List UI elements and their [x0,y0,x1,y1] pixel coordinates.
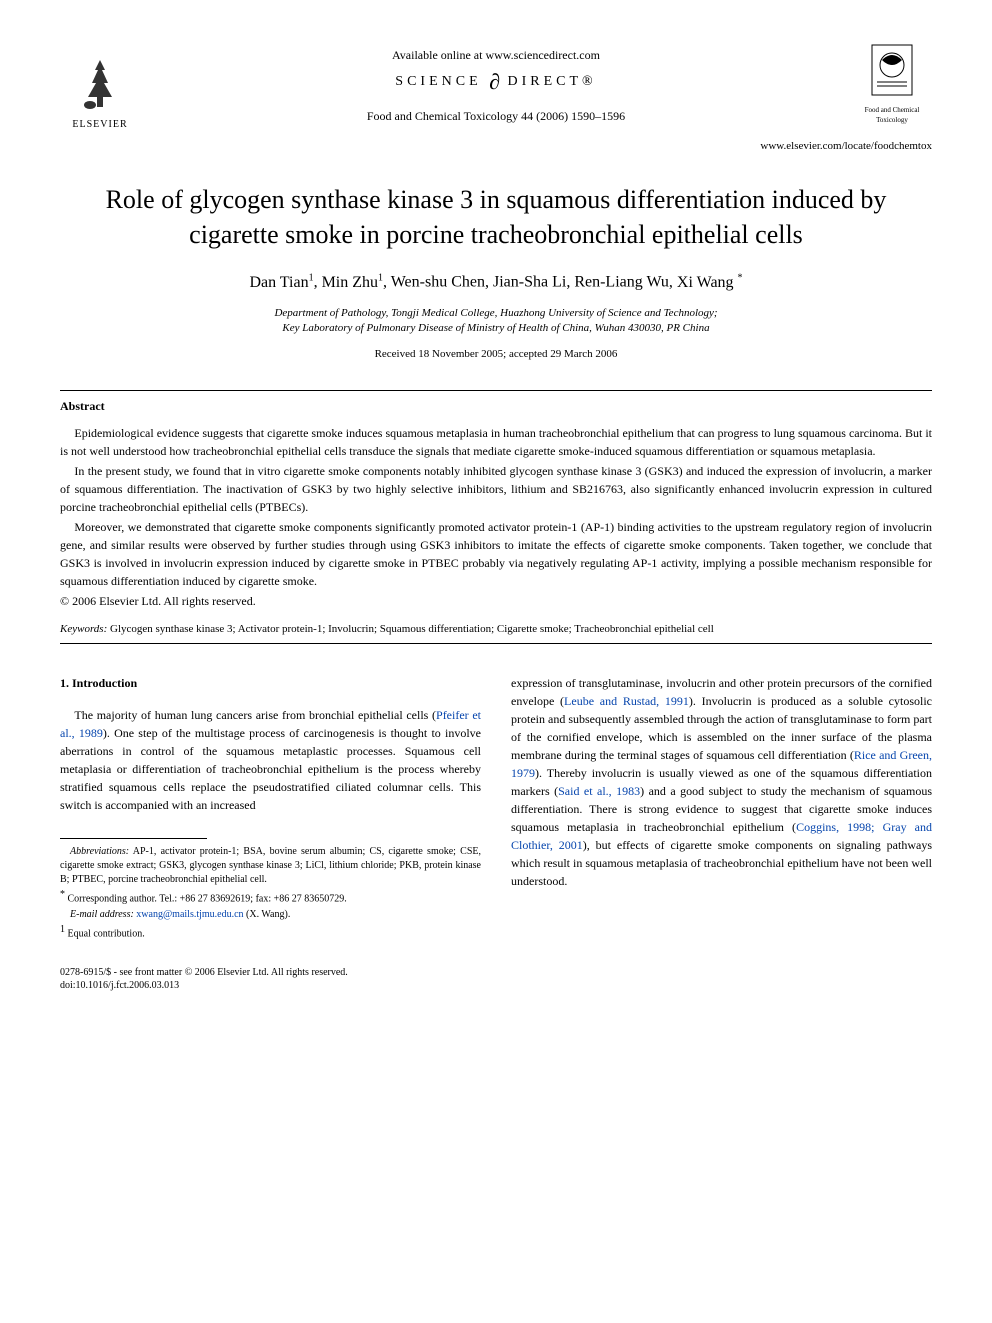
body-columns: 1. Introduction The majority of human lu… [60,674,932,942]
available-online-text: Available online at www.sciencedirect.co… [140,48,852,63]
rule-bottom [60,643,932,644]
footer-line-1: 0278-6915/$ - see front matter © 2006 El… [60,967,348,978]
email-link[interactable]: xwang@mails.tjmu.edu.cn [134,909,244,920]
header-center: Available online at www.sciencedirect.co… [140,40,852,128]
sd-left: SCIENCE [395,74,481,89]
author: Min Zhu1 [322,274,383,291]
elsevier-label: ELSEVIER [72,119,127,130]
footer-line-2: doi:10.1016/j.fct.2006.03.013 [60,980,179,991]
abstract-p3: Moreover, we demonstrated that cigarette… [60,518,932,590]
author: Ren-Liang Wu [574,274,669,291]
footnote-rule [60,838,207,839]
affiliation: Department of Pathology, Tongji Medical … [60,306,932,337]
abstract-p2: In the present study, we found that in v… [60,462,932,516]
author: Dan Tian1 [249,274,313,291]
elsevier-logo: ELSEVIER [60,40,140,130]
intro-right-paragraph: expression of transglutaminase, involucr… [511,674,932,890]
journal-logo: Food and Chemical Toxicology [852,40,932,124]
article-title: Role of glycogen synthase kinase 3 in sq… [60,182,932,252]
intro-heading: 1. Introduction [60,674,481,692]
right-column: expression of transglutaminase, involucr… [511,674,932,942]
footnote-equal: 1 Equal contribution. [60,923,481,941]
rule-top [60,390,932,391]
author: Xi Wang * [677,274,743,291]
affiliation-line-2: Key Laboratory of Pulmonary Disease of M… [282,322,709,334]
intro-left-paragraph: The majority of human lung cancers arise… [60,706,481,814]
citation-link[interactable]: Leube and Rustad, 1991 [564,694,689,708]
footnote-corresponding: * Corresponding author. Tel.: +86 27 836… [60,888,481,906]
sd-at-icon: ∂ [489,69,500,94]
keywords-text: Glycogen synthase kinase 3; Activator pr… [107,623,713,635]
article-dates: Received 18 November 2005; accepted 29 M… [60,348,932,360]
keywords: Keywords: Glycogen synthase kinase 3; Ac… [60,623,932,635]
journal-url: www.elsevier.com/locate/foodchemtox [60,140,932,152]
citation-link[interactable]: Said et al., 1983 [558,784,640,798]
elsevier-tree-icon [70,55,130,115]
journal-reference: Food and Chemical Toxicology 44 (2006) 1… [140,109,852,124]
sciencedirect-logo: SCIENCE ∂ DIRECT® [140,69,852,95]
affiliation-line-1: Department of Pathology, Tongji Medical … [274,307,717,319]
fct-label-2: Toxicology [852,117,932,125]
keywords-label: Keywords: [60,623,107,635]
abstract-copyright: © 2006 Elsevier Ltd. All rights reserved… [60,594,932,609]
author: Jian-Sha Li [493,274,566,291]
left-column: 1. Introduction The majority of human lu… [60,674,481,942]
authors-line: Dan Tian1, Min Zhu1, Wen-shu Chen, Jian-… [60,272,932,291]
sd-right: DIRECT® [508,74,597,89]
abstract-heading: Abstract [60,399,932,414]
footer: 0278-6915/$ - see front matter © 2006 El… [60,966,932,992]
footnote-abbreviations: Abbreviations: AP-1, activator protein-1… [60,845,481,887]
footnote-email: E-mail address: xwang@mails.tjmu.edu.cn … [60,908,481,922]
author: Wen-shu Chen [391,274,485,291]
abstract-p1: Epidemiological evidence suggests that c… [60,424,932,460]
fct-icon [867,40,917,100]
footnotes: Abbreviations: AP-1, activator protein-1… [60,845,481,941]
fct-label-1: Food and Chemical [852,107,932,115]
abstract-body: Epidemiological evidence suggests that c… [60,424,932,590]
header-row: ELSEVIER Available online at www.science… [60,40,932,130]
